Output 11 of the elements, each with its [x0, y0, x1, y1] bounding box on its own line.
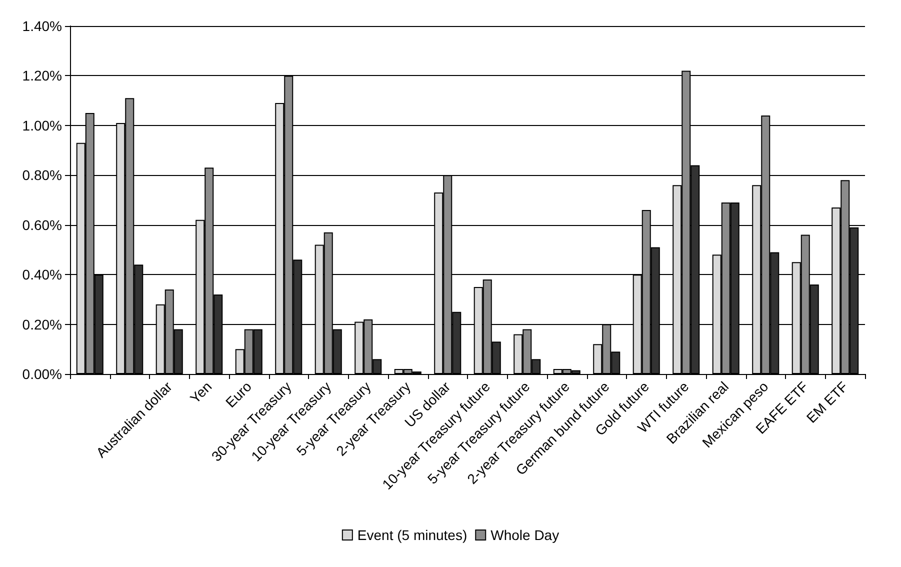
y-tick-label: 0.80% [22, 167, 62, 184]
y-tick-label: 1.00% [22, 117, 62, 134]
y-tick-label: 0.00% [22, 366, 62, 382]
y-tick-label: 1.20% [22, 68, 62, 84]
y-tick-label: 0.60% [22, 216, 62, 233]
y-tick-label: 0.40% [22, 266, 62, 283]
y-tick-label: 0.20% [22, 316, 62, 332]
legend-label: Whole Day [490, 527, 560, 543]
legend-label: Event (5 minutes) [357, 527, 468, 543]
x-tick-label: Yen [186, 378, 215, 406]
y-tick-label: 1.40% [22, 18, 62, 34]
